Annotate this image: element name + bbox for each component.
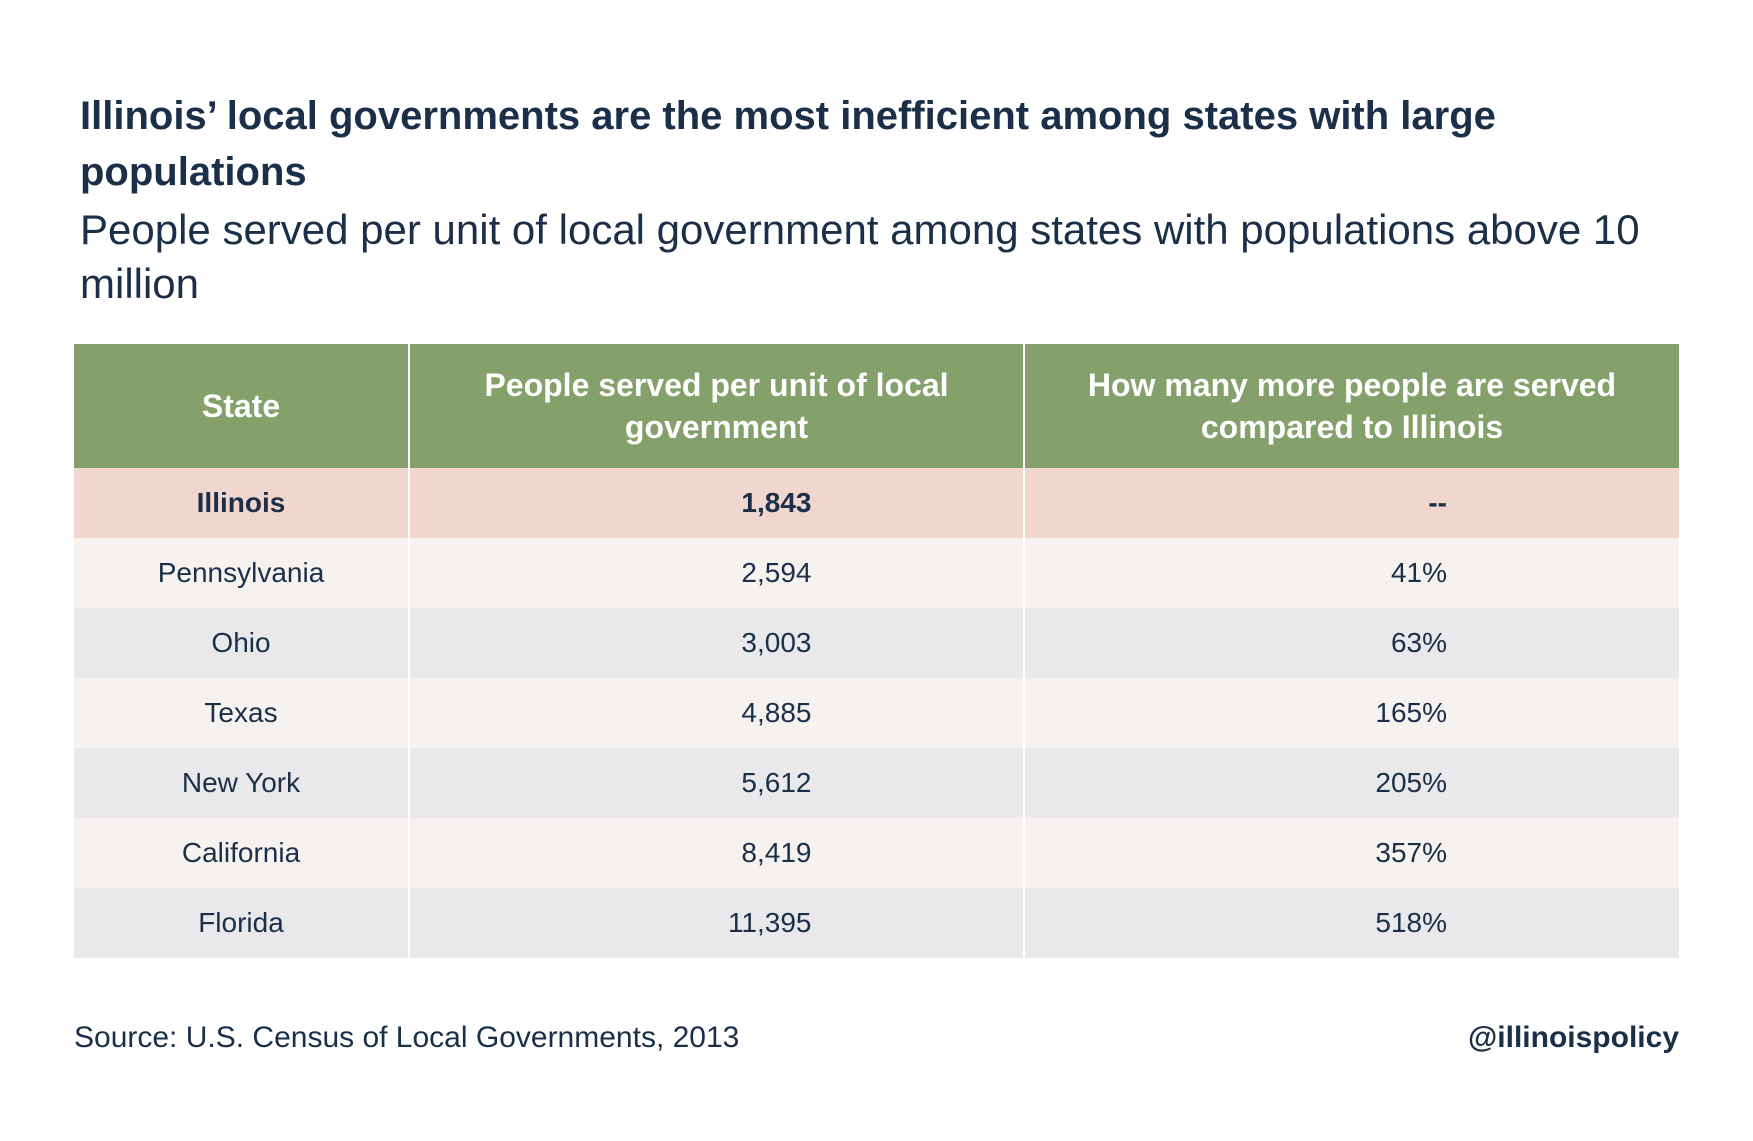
table-row: California 8,419 357%: [74, 818, 1679, 888]
people-served-cell: 5,612: [408, 748, 1023, 818]
column-header-state: State: [201, 388, 281, 424]
people-served-value: 2,594: [741, 557, 812, 588]
more-than-illinois-value: 41%: [1390, 557, 1447, 588]
table-header-row: State People served per unit of local go…: [74, 344, 1679, 468]
table-row: Texas 4,885 165%: [74, 678, 1679, 748]
table-row: Illinois 1,843 --: [74, 468, 1679, 538]
more-than-illinois-value: 357%: [1375, 837, 1447, 868]
more-than-illinois-value: 205%: [1375, 767, 1447, 798]
column-header-more-than-illinois: How many more people are served compared…: [1023, 344, 1679, 468]
people-served-cell: 11,395: [408, 888, 1023, 958]
state-cell: New York: [181, 767, 301, 798]
more-than-illinois-value: 63%: [1390, 627, 1447, 658]
table-body: Illinois 1,843 -- Pennsylvania 2,594 41% Ohio 3…: [74, 468, 1679, 958]
people-served-value: 3,003: [741, 627, 812, 658]
more-than-illinois-value: 165%: [1375, 697, 1447, 728]
table-row: Ohio 3,003 63%: [74, 608, 1679, 678]
more-than-illinois-cell: 63%: [1023, 608, 1679, 678]
social-handle: @illinoispolicy: [1468, 1021, 1679, 1054]
state-cell: Ohio: [211, 627, 271, 658]
more-than-illinois-value: 518%: [1375, 907, 1447, 938]
people-served-value: 8,419: [741, 837, 812, 868]
state-cell: California: [181, 837, 301, 868]
chart-subtitle: People served per unit of local governme…: [80, 206, 1640, 307]
people-served-value: 5,612: [741, 767, 812, 798]
people-served-cell: 2,594: [408, 538, 1023, 608]
chart-title: Illinois’ local governments are the most…: [80, 94, 1496, 194]
state-cell: Texas: [204, 697, 278, 728]
more-than-illinois-cell: --: [1023, 468, 1679, 538]
state-cell: Florida: [198, 907, 284, 938]
people-served-cell: 8,419: [408, 818, 1023, 888]
source-note: Source: U.S. Census of Local Governments…: [74, 1021, 740, 1054]
table-row: New York 5,612 205%: [74, 748, 1679, 818]
column-header-people-served: People served per unit of local governme…: [408, 344, 1023, 468]
more-than-illinois-cell: 41%: [1023, 538, 1679, 608]
people-served-cell: 1,843: [408, 468, 1023, 538]
people-served-value: 1,843: [741, 487, 812, 518]
more-than-illinois-cell: 357%: [1023, 818, 1679, 888]
people-served-value: 4,885: [741, 697, 812, 728]
more-than-illinois-value: --: [1428, 487, 1447, 518]
table-row: Pennsylvania 2,594 41%: [74, 538, 1679, 608]
state-cell: Pennsylvania: [157, 557, 325, 588]
more-than-illinois-cell: 165%: [1023, 678, 1679, 748]
table-row: Florida 11,395 518%: [74, 888, 1679, 958]
people-served-cell: 4,885: [408, 678, 1023, 748]
more-than-illinois-cell: 205%: [1023, 748, 1679, 818]
people-served-value: 11,395: [727, 907, 812, 938]
state-cell: Illinois: [196, 487, 286, 518]
data-table: State People served per unit of local go…: [74, 344, 1679, 958]
more-than-illinois-cell: 518%: [1023, 888, 1679, 958]
people-served-cell: 3,003: [408, 608, 1023, 678]
